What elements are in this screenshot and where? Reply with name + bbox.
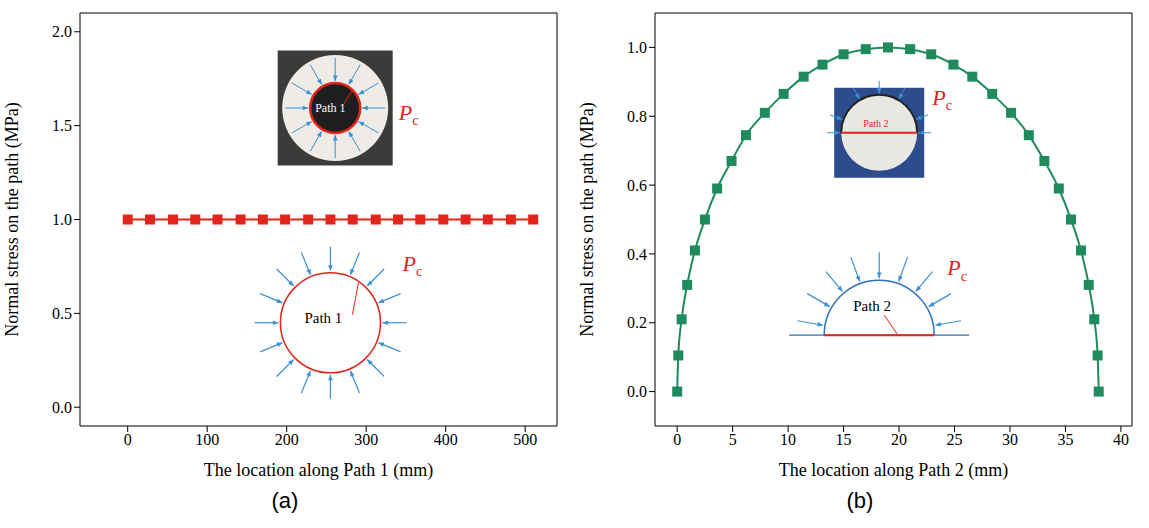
svg-text:200: 200	[275, 431, 299, 448]
svg-text:0.0: 0.0	[52, 399, 72, 416]
svg-text:400: 400	[434, 431, 458, 448]
svg-text:35: 35	[1057, 431, 1073, 448]
svg-text:500: 500	[513, 431, 537, 448]
svg-text:0.2: 0.2	[627, 314, 647, 331]
svg-text:0.8: 0.8	[627, 108, 647, 125]
html-text:(b): (b)	[846, 488, 874, 513]
svg-text:0.6: 0.6	[627, 177, 647, 194]
svg-text:10: 10	[780, 431, 796, 448]
svg-text:15: 15	[836, 431, 852, 448]
svg-text:2.0: 2.0	[52, 23, 72, 40]
svg-text:40: 40	[1113, 431, 1129, 448]
svg-text:0.4: 0.4	[627, 246, 647, 263]
svg-text:30: 30	[1002, 431, 1018, 448]
svg-text:100: 100	[195, 431, 219, 448]
svg-text:The location along Path 1 (mm): The location along Path 1 (mm)	[204, 460, 433, 480]
svg-text:0: 0	[124, 431, 132, 448]
svg-text:300: 300	[354, 431, 378, 448]
svg-text:25: 25	[947, 431, 963, 448]
svg-text:5: 5	[729, 431, 737, 448]
svg-text:Path 2: Path 2	[863, 118, 888, 129]
svg-text:1.0: 1.0	[52, 211, 72, 228]
svg-text:0.5: 0.5	[52, 305, 72, 322]
svg-text:Pc: Pc	[946, 255, 967, 284]
svg-text:Normal stress on the path (MPa: Normal stress on the path (MPa)	[2, 102, 23, 336]
svg-text:Path 1: Path 1	[315, 101, 345, 115]
svg-text:Pc: Pc	[401, 251, 422, 280]
svg-text:Pc: Pc	[398, 100, 419, 128]
svg-text:1.5: 1.5	[52, 117, 72, 134]
html-text:(a): (a)	[271, 488, 299, 513]
svg-text:20: 20	[891, 431, 907, 448]
svg-text:0: 0	[673, 431, 681, 448]
svg-text:Path 1: Path 1	[304, 310, 342, 326]
svg-text:1.0: 1.0	[627, 39, 647, 56]
svg-text:Path 2: Path 2	[853, 298, 891, 314]
svg-text:Normal stress on the path (MPa: Normal stress on the path (MPa)	[577, 102, 598, 336]
svg-text:0.0: 0.0	[627, 383, 647, 400]
svg-text:Pc: Pc	[931, 85, 952, 114]
svg-text:The location along Path 2 (mm): The location along Path 2 (mm)	[779, 460, 1008, 480]
